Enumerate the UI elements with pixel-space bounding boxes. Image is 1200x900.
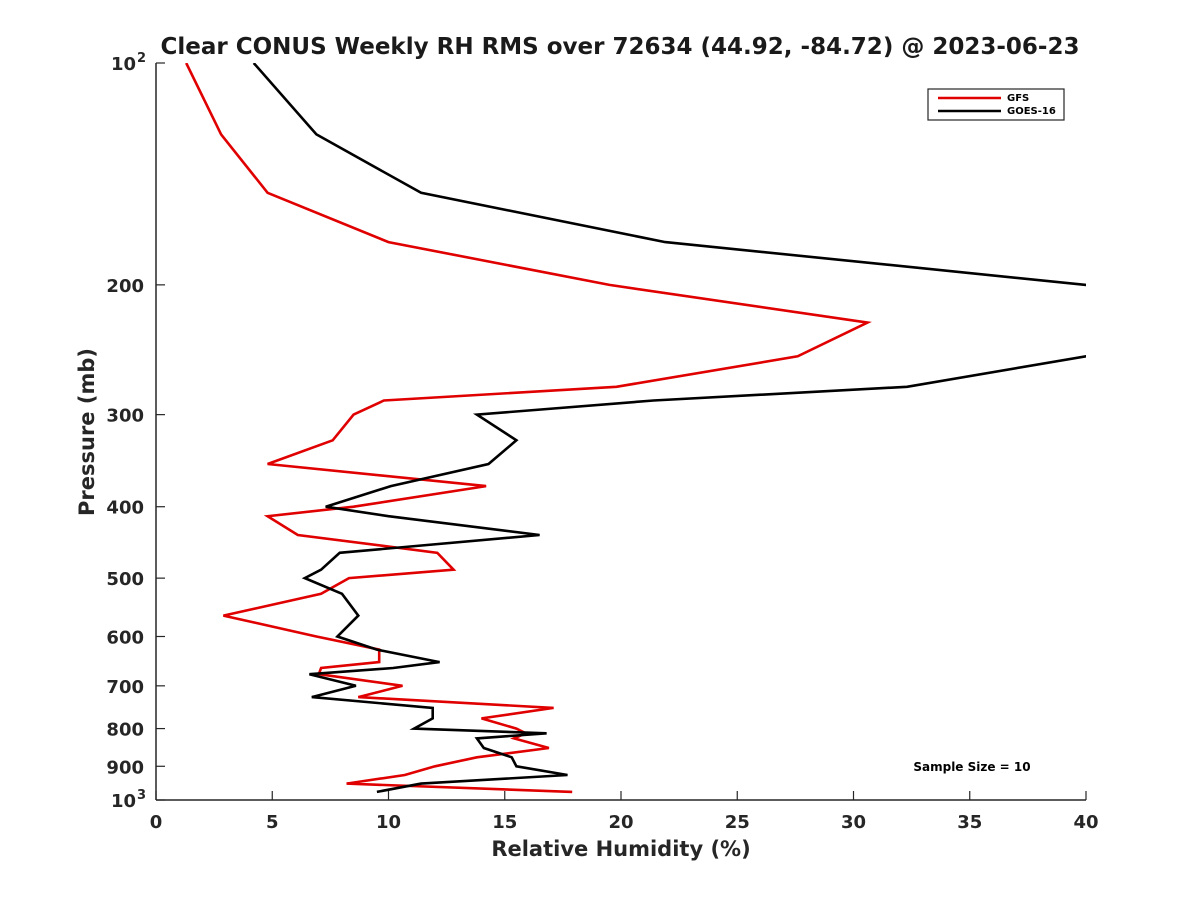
x-axis-label: Relative Humidity (%) bbox=[491, 837, 750, 861]
y-tick-label: 400 bbox=[106, 498, 144, 519]
y-tick-label: 10 bbox=[111, 54, 136, 75]
y-tick-exponent: 2 bbox=[137, 51, 146, 66]
plot-area: 0 5 10 15 20 25 30 35 40 10 220030040050060070080… bbox=[106, 51, 1099, 833]
y-tick-label: 10 bbox=[111, 791, 136, 812]
y-axis-label: Pressure (mb) bbox=[75, 348, 99, 516]
x-tick-label: 30 bbox=[841, 812, 866, 833]
y-tick-label: 300 bbox=[106, 406, 144, 427]
x-tick-label: 0 bbox=[150, 812, 163, 833]
x-axis-ticks: 0 5 10 15 20 25 30 35 40 bbox=[150, 791, 1099, 833]
series-lines bbox=[185, 63, 1086, 794]
legend-label-gfs: GFS bbox=[1007, 93, 1029, 104]
series-line-goes-16 bbox=[252, 63, 1086, 794]
legend-box bbox=[927, 88, 1065, 121]
legend: GFS GOES-16 bbox=[927, 88, 1065, 121]
x-tick-label: 5 bbox=[266, 812, 279, 833]
x-tick-label: 35 bbox=[957, 812, 982, 833]
chart-title: Clear CONUS Weekly RH RMS over 72634 (44… bbox=[161, 34, 1080, 60]
x-tick-label: 20 bbox=[608, 812, 633, 833]
x-tick-label: 10 bbox=[376, 812, 401, 833]
y-tick-exponent: 3 bbox=[137, 788, 146, 803]
x-tick-label: 40 bbox=[1073, 812, 1098, 833]
y-tick-label: 600 bbox=[106, 627, 144, 648]
y-tick-label: 200 bbox=[106, 276, 144, 297]
y-tick-label: 500 bbox=[106, 569, 144, 590]
y-tick-label: 700 bbox=[106, 677, 144, 698]
y-tick-label: 800 bbox=[106, 720, 144, 741]
x-tick-label: 25 bbox=[725, 812, 750, 833]
sample-size-annotation: Sample Size = 10 bbox=[913, 760, 1030, 774]
x-tick-label: 15 bbox=[492, 812, 517, 833]
legend-label-goes-16: GOES-16 bbox=[1007, 106, 1056, 117]
y-tick-label: 900 bbox=[106, 757, 144, 778]
